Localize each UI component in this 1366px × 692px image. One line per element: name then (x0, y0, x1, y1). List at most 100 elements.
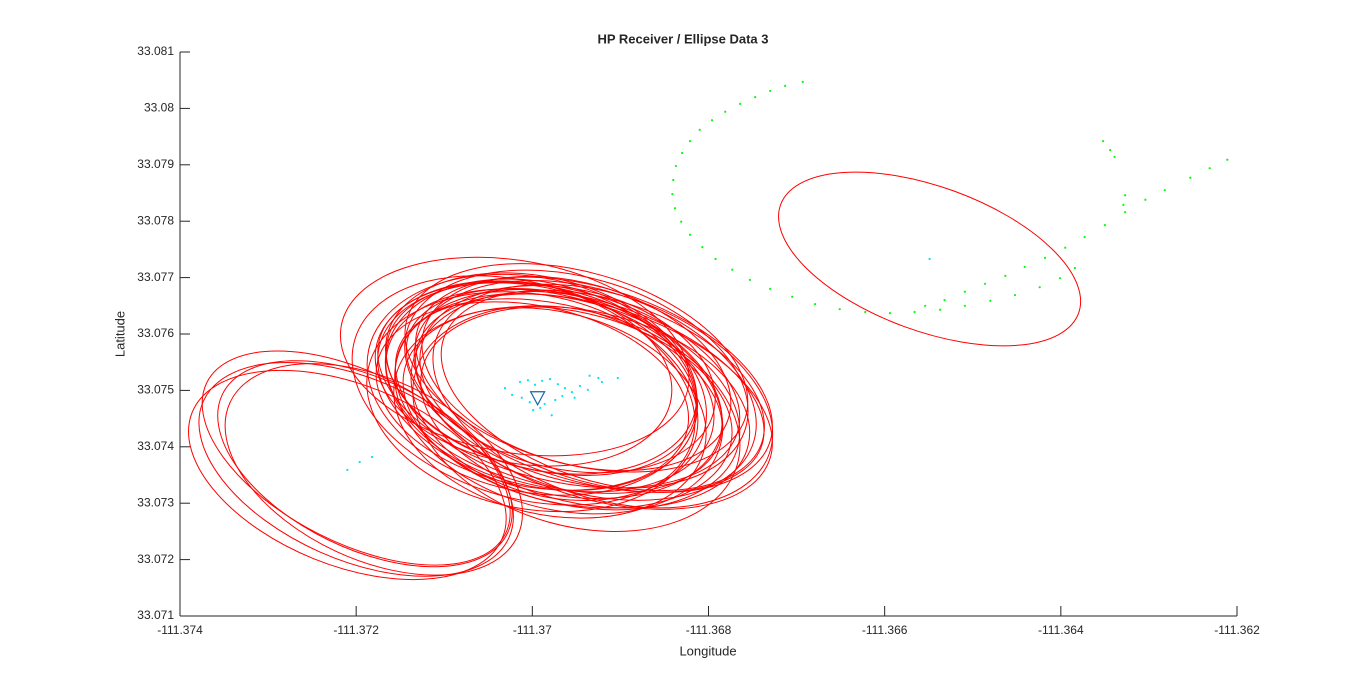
point (688, 233, 692, 236)
receiver-marker (529, 391, 546, 406)
point (539, 406, 542, 409)
ellipse (385, 272, 698, 475)
y-tick-label: 33.077 (137, 270, 174, 284)
x-tick-label: -111.362 (1214, 623, 1260, 637)
y-tick-label: 33.081 (137, 44, 174, 58)
point (1064, 246, 1067, 249)
point (1124, 194, 1127, 197)
point (672, 178, 675, 182)
ellipse (410, 291, 707, 502)
point (563, 387, 567, 390)
y-tick-label: 33.073 (137, 495, 174, 509)
point (528, 401, 531, 404)
point (801, 80, 804, 83)
point (561, 394, 564, 398)
x-tick-label: -111.37 (513, 623, 552, 637)
point (526, 379, 530, 382)
point (543, 402, 546, 406)
point (913, 310, 916, 314)
y-tick-label: 33.08 (144, 101, 174, 115)
point (769, 89, 772, 93)
point (556, 383, 559, 386)
point (1102, 140, 1105, 143)
point (533, 383, 537, 386)
ellipse (415, 293, 773, 510)
ellipse (394, 298, 723, 494)
y-tick-label: 33.076 (137, 326, 174, 340)
point (1013, 293, 1017, 297)
point (586, 388, 589, 391)
point (1043, 256, 1047, 259)
point (939, 308, 942, 311)
point (510, 393, 514, 397)
point (864, 310, 867, 314)
point (503, 387, 507, 390)
point (701, 246, 704, 249)
point (731, 268, 734, 271)
point (748, 278, 751, 281)
point (714, 257, 717, 261)
plot-area (188, 80, 1229, 581)
ellipse (351, 275, 696, 506)
ellipse (201, 350, 511, 566)
x-tick-label: -111.374 (157, 623, 203, 637)
ellipse (440, 289, 765, 492)
ellipse (778, 171, 1082, 347)
point (754, 96, 757, 99)
point (989, 299, 992, 302)
point (1103, 224, 1106, 227)
point (1083, 235, 1086, 239)
ellipse (224, 363, 523, 576)
point (370, 455, 374, 459)
x-tick-label: -111.366 (862, 623, 908, 637)
point (358, 460, 361, 464)
point (520, 396, 523, 399)
ellipse (188, 369, 507, 581)
y-axis-label: Latitude (112, 311, 127, 357)
y-tick-label: 33.072 (137, 552, 174, 566)
x-tick-label: -111.368 (686, 623, 732, 637)
y-tick-label: 33.079 (137, 157, 174, 171)
point (1226, 158, 1229, 161)
point (532, 409, 535, 412)
point (698, 128, 701, 131)
point (928, 257, 931, 261)
ellipse (412, 305, 741, 532)
point (963, 290, 966, 293)
point (588, 374, 591, 377)
x-axis-label: Longitude (679, 643, 736, 658)
point (1122, 203, 1125, 206)
point (1144, 198, 1147, 201)
point (540, 379, 544, 382)
ellipse (385, 288, 715, 493)
point (554, 398, 557, 402)
ellipse (404, 269, 749, 489)
y-tick-label: 33.078 (137, 213, 174, 227)
point (724, 110, 727, 113)
ellipse (404, 263, 749, 473)
point (1073, 266, 1077, 270)
point (1023, 265, 1026, 268)
point (570, 390, 574, 394)
point (924, 304, 927, 307)
point (680, 220, 683, 223)
y-tick-label: 33.074 (137, 439, 174, 453)
chart-title: HP Receiver / Ellipse Data 3 (597, 31, 768, 46)
point (518, 380, 522, 384)
point (710, 119, 714, 122)
ellipse (415, 276, 773, 493)
point (578, 384, 581, 387)
point (888, 312, 892, 315)
point (597, 376, 600, 380)
point (739, 102, 742, 105)
point (1124, 211, 1127, 214)
ellipse (419, 285, 716, 474)
point (791, 295, 794, 298)
point (838, 308, 841, 311)
point (616, 376, 619, 380)
point (680, 151, 684, 155)
y-tick-label: 33.071 (137, 608, 174, 622)
point (769, 287, 772, 290)
